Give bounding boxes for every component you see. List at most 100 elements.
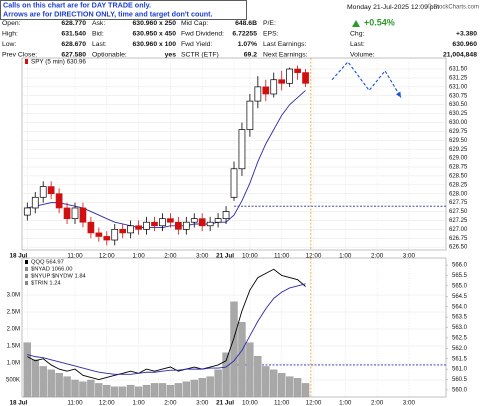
legend-icon xyxy=(25,274,28,278)
legend-icon xyxy=(25,267,28,271)
volume-bar xyxy=(174,383,183,398)
y2-tick-label: 561.0 xyxy=(452,367,468,373)
quote-value: +3.380 xyxy=(456,30,477,37)
volume-bar xyxy=(47,369,55,398)
quote-label: Open: xyxy=(2,20,21,27)
candle-body xyxy=(119,228,127,234)
x-tick-label: 11:00 xyxy=(274,400,290,406)
volume-bar xyxy=(198,378,206,398)
y-tick-label: 629.50 xyxy=(449,138,468,144)
candle-body xyxy=(222,211,230,220)
x-tick-label: 3:00 xyxy=(196,253,209,260)
candle-body xyxy=(31,196,39,209)
quote-label: Last Earnings: xyxy=(263,41,307,48)
candle-body xyxy=(262,86,270,95)
quote-label: Optionable: xyxy=(92,51,127,58)
arrow-head xyxy=(395,91,401,98)
y-tick-label: 630.50 xyxy=(449,102,468,108)
y-tick-label: 627.25 xyxy=(449,218,468,224)
volume-bar xyxy=(127,384,135,398)
x-tick-label: 18 Jul xyxy=(9,253,27,260)
note-text: Arrows are for DIRECTION ONLY, time and … xyxy=(3,9,213,18)
candle-body xyxy=(103,236,111,241)
y-tick-label: 2.5M xyxy=(7,310,20,316)
volume-bar xyxy=(166,384,175,398)
quote-value: 6.72255 xyxy=(232,30,257,37)
candle-body xyxy=(167,218,174,223)
candle-body xyxy=(135,225,142,230)
candle-body xyxy=(63,207,71,220)
quote-label: SCTR (ETF) xyxy=(181,51,219,58)
legend-text: QQQ 564.97 xyxy=(31,260,64,266)
line-series xyxy=(27,283,306,375)
candle-body xyxy=(270,79,278,95)
volume-bar xyxy=(230,301,238,398)
x-tick-label: 12:00 xyxy=(306,400,322,406)
candle-body xyxy=(23,207,31,216)
volume-bar xyxy=(150,383,159,398)
volume-bar xyxy=(71,379,79,398)
y-tick-label: 631.00 xyxy=(449,84,468,90)
note-box xyxy=(0,0,247,20)
y2-tick-label: 560.5 xyxy=(452,377,468,383)
line-series xyxy=(27,90,306,229)
candle-body xyxy=(182,221,190,230)
note-text: Calls on this chart are for DAY TRADE on… xyxy=(3,0,151,9)
x-tick-label: 12:00 xyxy=(99,400,115,406)
legend-icon xyxy=(25,59,28,64)
quote-label: Last: xyxy=(350,41,365,48)
y-tick-label: 630.25 xyxy=(449,111,468,117)
quote-value: 627.580 xyxy=(61,51,86,58)
candle-body xyxy=(111,228,119,241)
candle-body xyxy=(143,221,150,230)
quote-label: Mid Cap: xyxy=(181,20,208,27)
candle-body xyxy=(190,218,198,223)
volume-bar xyxy=(285,376,294,398)
candle-body xyxy=(175,221,182,230)
x-tick-label: 21 Jul xyxy=(216,253,234,260)
x-tick-label: 3:00 xyxy=(403,253,416,260)
quote-value: 628.770 xyxy=(61,20,86,27)
volume-bar xyxy=(79,381,87,398)
quote-label: Ask: xyxy=(92,20,105,27)
x-tick-label: 1:00 xyxy=(132,400,145,406)
volume-bar xyxy=(95,383,103,398)
x-tick-label: 3:00 xyxy=(403,400,416,406)
quote-change: +0.54% xyxy=(364,17,395,27)
legend-text: SPY (5 min) 630.96 xyxy=(31,59,86,66)
x-tick-label: 12:00 xyxy=(306,253,322,260)
candle-body xyxy=(278,79,286,84)
volume-bar xyxy=(111,386,119,398)
quote-label: Fwd Yield: xyxy=(181,41,212,48)
y2-tick-label: 564.5 xyxy=(452,294,468,300)
up-arrow xyxy=(352,20,360,27)
candle-body xyxy=(254,86,262,102)
volume-bar xyxy=(23,342,31,398)
quote-value: 630.960 x 250 xyxy=(133,20,177,27)
quote-value: 630.960 xyxy=(452,41,477,48)
y-tick-label: 500K xyxy=(6,378,20,384)
y-tick-label: 628.75 xyxy=(449,165,468,171)
y-tick-label: 627.00 xyxy=(449,227,468,233)
x-tick-label: 2:00 xyxy=(371,400,384,406)
quote-label: EPS: xyxy=(263,30,279,37)
volume-bar xyxy=(182,381,190,398)
x-tick-label: 11:00 xyxy=(67,253,83,260)
legend-icon xyxy=(25,260,28,264)
candle-body xyxy=(79,207,87,223)
x-tick-label: 3:00 xyxy=(196,400,209,406)
volume-bar xyxy=(222,352,230,398)
x-tick-label: 2:00 xyxy=(371,253,384,260)
y-tick-label: 2.0M xyxy=(7,327,20,333)
x-tick-label: 1:00 xyxy=(339,400,352,406)
y-tick-label: 630.00 xyxy=(449,120,468,126)
quote-label: Bid: xyxy=(92,30,104,37)
date: Monday 21-Jul-2025 12:09 pm xyxy=(347,4,440,11)
x-tick-label: 10:00 xyxy=(242,253,258,260)
volume-bar xyxy=(134,386,143,398)
x-tick-label: 10:00 xyxy=(242,400,258,406)
legend-text: $TRIN 1.24 xyxy=(31,281,61,287)
y2-tick-label: 563.0 xyxy=(452,325,468,331)
y-tick-label: 628.50 xyxy=(449,173,468,179)
